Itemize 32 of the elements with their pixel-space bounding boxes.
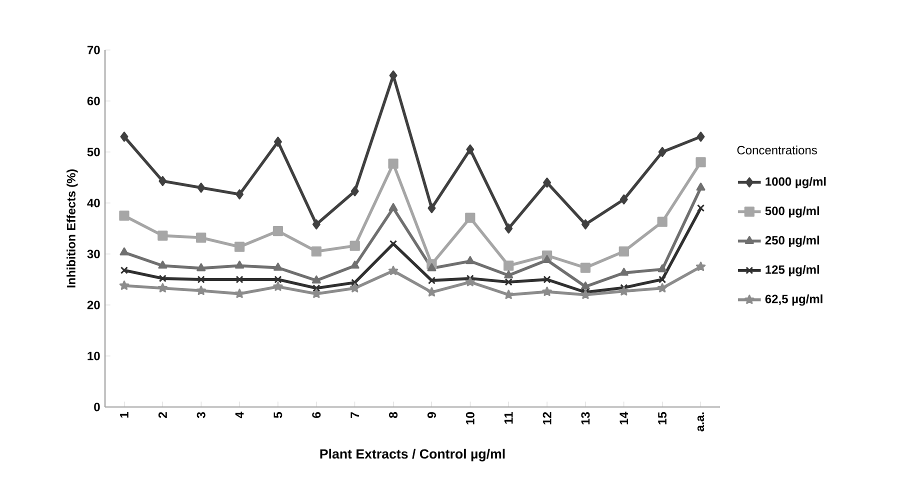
x-tick-label: 14 <box>620 412 628 424</box>
legend-label: 250 µg/ml <box>765 236 820 247</box>
legend-label: 1000 µg/ml <box>766 176 826 188</box>
x-tick-label: 11 <box>504 412 513 424</box>
legend-label: 125 µg/ml <box>766 265 820 276</box>
y-tick-label: 40 <box>87 198 100 208</box>
y-tick-label: 60 <box>87 96 100 106</box>
x-tick-label: 1 <box>120 412 128 418</box>
y-tick-label: 20 <box>87 300 100 310</box>
y-tick-label: 10 <box>88 352 100 360</box>
y-tick-label: 50 <box>87 148 100 156</box>
x-tick-label: 15 <box>658 412 667 424</box>
legend-label: 62,5 µg/ml <box>765 294 822 306</box>
y-axis-title: Inhibition Effects (%) <box>66 169 78 288</box>
x-tick-label: 13 <box>581 412 590 424</box>
x-tick-label: 10 <box>466 412 474 424</box>
x-tick-label: 6 <box>312 412 321 418</box>
x-tick-label: 12 <box>542 412 552 424</box>
x-tick-label: a.a. <box>697 412 704 432</box>
legend-label: 500 µg/ml <box>765 206 820 218</box>
x-tick-label: 5 <box>274 412 282 418</box>
x-tick-label: 9 <box>427 412 436 418</box>
y-tick-label: 30 <box>87 250 100 258</box>
x-tick-label: 2 <box>158 412 167 418</box>
legend-title: Concentrations <box>737 146 817 154</box>
x-tick-label: 3 <box>196 412 206 418</box>
x-tick-label: 7 <box>350 412 359 418</box>
y-tick-label: 70 <box>87 46 100 54</box>
y-tick-label: 0 <box>94 402 100 412</box>
x-axis-title: Plant Extracts / Control µg/ml <box>320 448 505 462</box>
x-tick-label: 8 <box>389 412 398 418</box>
x-tick-label: 4 <box>235 412 244 418</box>
